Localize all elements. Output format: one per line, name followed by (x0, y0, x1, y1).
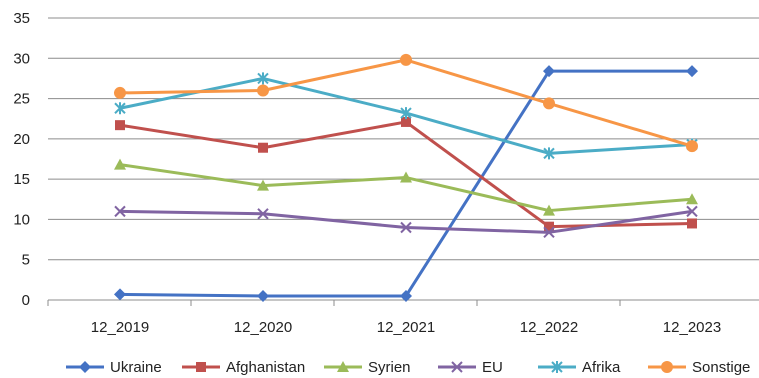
y-tick-label: 10 (13, 211, 30, 228)
data-point (114, 102, 126, 115)
x-tick-label: 12_2022 (520, 319, 578, 336)
data-point (400, 221, 412, 234)
y-tick-label: 15 (13, 171, 30, 188)
legend-label: Ukraine (110, 359, 162, 376)
y-tick-label: 0 (22, 292, 30, 309)
data-point (543, 97, 555, 110)
x-tick-label: 12_2021 (377, 319, 435, 336)
y-tick-label: 35 (13, 10, 30, 27)
data-point (543, 204, 555, 216)
legend-item-syrien: Syrien (324, 359, 411, 376)
series-group (114, 53, 698, 302)
data-point (337, 361, 349, 372)
data-point (257, 208, 269, 220)
data-point (451, 361, 463, 373)
data-point (257, 289, 269, 302)
data-point (686, 193, 698, 205)
series-afrika (114, 72, 698, 160)
legend-item-afghanistan: Afghanistan (182, 359, 305, 376)
axes: 0 5 10 15 20 25 30 35 12_2019 12_2020 12_2021 12_20… (13, 10, 759, 336)
series-eu (114, 205, 698, 239)
data-point (79, 361, 91, 373)
series-line (119, 163, 693, 213)
series-syrien (114, 158, 698, 216)
legend-item-ukraine: Ukraine (66, 359, 162, 376)
x-tick-label: 12_2020 (234, 319, 292, 336)
data-point (686, 65, 698, 78)
data-point (400, 171, 412, 183)
data-point (400, 289, 412, 302)
data-point (257, 84, 269, 97)
data-point (257, 72, 269, 85)
y-tick-label: 30 (13, 50, 30, 67)
data-point (114, 86, 126, 99)
x-tick-label: 12_2019 (91, 319, 149, 336)
series-sonstige (114, 53, 698, 153)
data-point (543, 147, 555, 160)
data-point (543, 226, 555, 239)
x-tick-label: 12_2023 (663, 319, 721, 336)
legend-label: Afrika (582, 359, 621, 376)
legend-item-eu: EU (438, 359, 503, 376)
legend-item-afrika: Afrika (538, 359, 621, 376)
data-point (114, 205, 126, 218)
data-point (401, 116, 411, 127)
data-point (400, 53, 412, 66)
series-ukraine (114, 65, 698, 302)
series-line (119, 58, 693, 148)
legend: Ukraine Afghanistan Syrien EU Afrika Sonstige (66, 359, 750, 376)
series-line (119, 69, 692, 298)
data-point (686, 140, 698, 153)
data-point (115, 120, 125, 131)
y-tick-label: 20 (13, 131, 30, 148)
data-point (258, 142, 268, 153)
y-tick-label: 5 (22, 252, 30, 269)
legend-label: EU (482, 359, 503, 376)
legend-label: Syrien (368, 359, 411, 376)
legend-label: Afghanistan (226, 359, 305, 376)
data-point (544, 221, 554, 232)
data-point (114, 288, 126, 301)
legend-label: Sonstige (692, 359, 750, 376)
legend-item-sonstige: Sonstige (648, 359, 750, 376)
data-point (114, 158, 126, 170)
data-point (400, 107, 412, 120)
data-point (257, 179, 269, 191)
data-point (686, 205, 698, 218)
data-point (551, 361, 563, 373)
data-point (543, 65, 555, 78)
data-point (661, 361, 673, 373)
series-line (119, 209, 693, 234)
data-point (687, 218, 697, 229)
y-tick-label: 25 (13, 91, 30, 108)
data-point (196, 362, 206, 372)
